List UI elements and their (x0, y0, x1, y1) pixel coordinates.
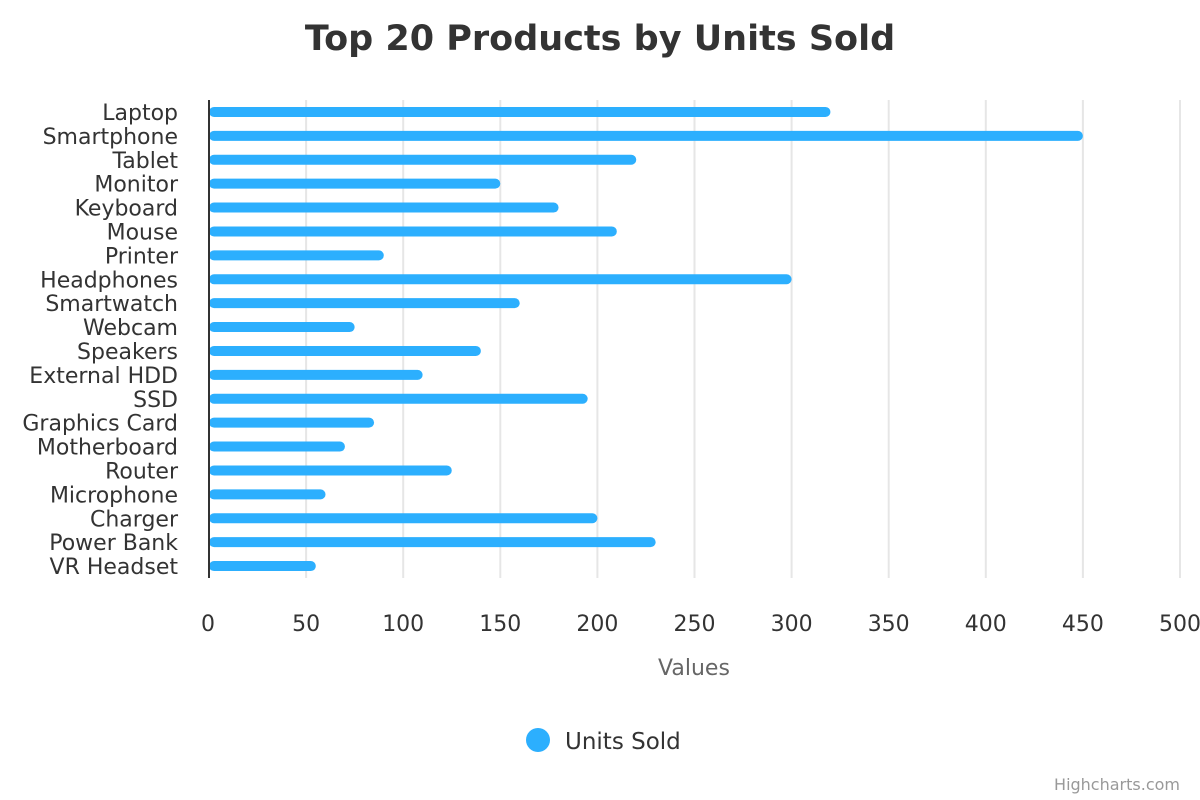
value-tick-label: 100 (382, 612, 424, 637)
category-label: Mouse (107, 220, 178, 245)
bar-series (209, 106, 1083, 572)
bar[interactable] (209, 513, 598, 524)
bar[interactable] (209, 537, 656, 548)
category-label: Keyboard (75, 197, 178, 222)
category-label: Graphics Card (22, 412, 178, 437)
bar[interactable] (209, 130, 1083, 141)
value-tick-label: 300 (771, 612, 813, 637)
category-label: Charger (90, 507, 179, 532)
bar[interactable] (209, 465, 452, 476)
category-label: Monitor (94, 173, 179, 198)
bar[interactable] (209, 250, 384, 261)
category-label: Laptop (102, 101, 178, 126)
bar[interactable] (209, 226, 617, 237)
bar[interactable] (209, 274, 792, 285)
bar[interactable] (209, 417, 375, 428)
value-tick-label: 350 (868, 612, 910, 637)
value-tick-label: 200 (576, 612, 618, 637)
value-axis-labels: 0 50 100 150 200 250 300 350 400 450 500 (201, 612, 1200, 637)
value-tick-label: 250 (674, 612, 716, 637)
category-label: Printer (105, 244, 179, 269)
category-label: VR Headset (50, 555, 179, 580)
category-label: Smartwatch (45, 292, 178, 317)
bar[interactable] (209, 441, 345, 452)
bar[interactable] (209, 106, 831, 117)
grid-lines (305, 100, 1181, 578)
bar[interactable] (209, 298, 520, 309)
legend[interactable]: Units Sold (526, 728, 681, 755)
value-tick-label: 400 (965, 612, 1007, 637)
category-label: Headphones (40, 268, 178, 293)
category-label: Power Bank (49, 531, 178, 556)
category-label: Router (105, 459, 179, 484)
bar[interactable] (209, 154, 637, 165)
bar[interactable] (209, 369, 423, 380)
bar[interactable] (209, 322, 355, 333)
category-label: Speakers (77, 340, 178, 365)
bar[interactable] (209, 489, 326, 500)
value-tick-label: 0 (201, 612, 215, 637)
category-label: Motherboard (37, 436, 178, 461)
value-tick-label: 500 (1159, 612, 1200, 637)
category-label: Tablet (111, 149, 178, 174)
value-axis-title: Values (658, 656, 730, 681)
value-tick-label: 50 (292, 612, 320, 637)
bar[interactable] (209, 561, 316, 572)
bar[interactable] (209, 393, 588, 404)
value-tick-label: 450 (1062, 612, 1104, 637)
category-axis-labels: LaptopSmartphoneTabletMonitorKeyboardMou… (22, 101, 179, 580)
bar[interactable] (209, 202, 559, 213)
bar[interactable] (209, 345, 481, 356)
category-label: Smartphone (43, 125, 178, 150)
category-label: Webcam (83, 316, 178, 341)
value-tick-label: 150 (479, 612, 521, 637)
category-label: Microphone (50, 483, 178, 508)
bar[interactable] (209, 178, 501, 189)
chart-title: Top 20 Products by Units Sold (305, 19, 895, 59)
category-label: External HDD (29, 364, 178, 389)
legend-item-label[interactable]: Units Sold (565, 729, 681, 755)
category-label: SSD (133, 388, 178, 413)
legend-marker-icon[interactable] (526, 728, 550, 752)
credits-link[interactable]: Highcharts.com (1054, 775, 1180, 794)
